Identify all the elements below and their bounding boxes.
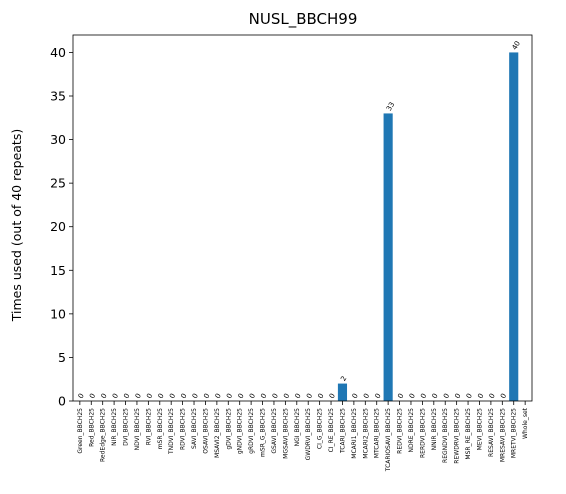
x-tick-label: NDRE_BBCH25: [408, 408, 415, 453]
x-tick-label: MRETVI_BBCH25: [511, 408, 518, 458]
x-tick-label: MTCARI_BBCH25: [374, 408, 381, 458]
data-label: 0: [145, 392, 154, 400]
x-tick-label: CI_RE_BBCH25: [328, 408, 335, 453]
data-label: 0: [442, 392, 451, 400]
y-tick-label: 10: [50, 306, 66, 321]
data-label: 2: [339, 375, 348, 383]
x-tick-label: RESAVI_BBCH25: [488, 408, 495, 457]
x-tick-label: Green_BBCH25: [77, 408, 84, 454]
data-label: 33: [385, 101, 396, 113]
x-tick-label: Whole_set: [522, 407, 529, 439]
data-label: 0: [77, 392, 86, 400]
data-label: 0: [362, 392, 371, 400]
x-tick-label: mSR_BBCH25: [157, 408, 164, 449]
x-tick-label: GSAVI_BBCH25: [271, 408, 278, 454]
y-axis-label: Times used (out of 40 repeats): [9, 129, 24, 322]
bar: [337, 383, 348, 401]
x-tick-label: SAVI_BBCH25: [191, 408, 198, 449]
x-tick-label: CI_G_BBCH25: [317, 408, 324, 449]
y-tick-label: 35: [50, 89, 66, 104]
y-tick-label: 0: [58, 394, 66, 409]
x-tick-label: RERDVI_BBCH25: [419, 408, 426, 458]
data-label: 0: [202, 392, 211, 400]
x-tick-label: DVI_BBCH25: [123, 408, 130, 446]
data-label: 0: [305, 392, 314, 400]
plot-frame: [72, 34, 533, 402]
x-tick-label: NNIR_BBCH25: [431, 408, 438, 451]
x-tick-label: MSR_RE_BBCH25: [465, 408, 472, 460]
data-label: 0: [431, 392, 440, 400]
data-label: 0: [351, 392, 360, 400]
data-label: 0: [259, 392, 268, 400]
x-tick-label: gDVI_BBCH25: [225, 408, 232, 450]
x-tick-label: RDVI_BBCH25: [180, 408, 187, 450]
data-label: 0: [168, 392, 177, 400]
data-label: 40: [511, 40, 522, 52]
data-label: 0: [488, 392, 497, 400]
data-label: 0: [316, 392, 325, 400]
y-tick-label: 20: [50, 219, 66, 234]
data-label: 0: [225, 392, 234, 400]
x-tick-label: mSR_G_BBCH25: [260, 408, 267, 457]
data-label: 0: [88, 392, 97, 400]
data-label: 0: [179, 392, 188, 400]
bar: [383, 113, 393, 402]
y-axis: 0 5 10 15 20 25 30 35 40: [50, 45, 73, 409]
data-label: 0: [134, 392, 143, 400]
x-tick-label: REDVI_BBCH25: [397, 408, 404, 454]
data-label: 0: [419, 392, 428, 400]
y-tick-label: 15: [50, 263, 66, 278]
x-tick-label: RVI_BBCH25: [145, 408, 152, 445]
data-label: 0: [237, 392, 246, 400]
data-label: 0: [396, 392, 405, 400]
y-tick-label: 40: [50, 45, 66, 60]
x-tick-label: MSAVI2_BBCH25: [214, 408, 221, 458]
x-axis: Green_BBCH25 Red_BBCH25 RedEdge_BBCH25 NIR_…: [77, 401, 529, 472]
x-tick-label: gNDVI_BBCH25: [237, 408, 244, 454]
chart-title: NUSL_BBCH99: [249, 10, 358, 29]
data-label: 0: [271, 392, 280, 400]
data-label: 0: [499, 392, 508, 400]
x-tick-label: OSAVI_BBCH25: [202, 408, 209, 454]
x-tick-label: MGSAVI_BBCH25: [282, 408, 289, 459]
data-label: 0: [408, 392, 417, 400]
x-tick-label: MCARI1_BBCH25: [351, 408, 358, 459]
x-tick-label: MEVI_BBCH25: [476, 408, 483, 450]
data-label: 0: [465, 392, 474, 400]
x-tick-label: MRESAVI_BBCH25: [499, 408, 506, 462]
bar: [509, 52, 519, 402]
y-tick-label: 5: [58, 350, 66, 365]
x-tick-label: RedEdge_BBCH25: [100, 408, 107, 462]
data-label: 0: [248, 392, 257, 400]
x-tick-label: NIR_BBCH25: [111, 408, 118, 446]
data-label: 0: [99, 392, 108, 400]
x-tick-label: TNDVI_BBCH25: [168, 408, 175, 455]
y-tick-label: 25: [50, 176, 66, 191]
x-tick-label: Red_BBCH25: [88, 408, 95, 447]
data-label: 0: [476, 392, 485, 400]
data-label: 0: [191, 392, 200, 400]
x-tick-label: TCARI_BBCH25: [339, 408, 346, 454]
data-label: 0: [157, 392, 166, 400]
x-tick-label: NDVI_BBCH25: [134, 408, 141, 451]
x-tick-label: TCARIOSAVI_BBCH25: [385, 408, 392, 472]
x-tick-label: REGNDVI_BBCH25: [442, 408, 449, 463]
data-label: 0: [328, 392, 337, 400]
x-tick-label: REWDRVI_BBCH25: [454, 408, 461, 464]
bars: [337, 52, 519, 402]
data-label: 0: [214, 392, 223, 400]
data-label: 0: [282, 392, 291, 400]
x-tick-label: MCARI2_BBCH25: [362, 408, 369, 459]
x-tick-label: gRDVI_BBCH25: [248, 408, 255, 454]
data-label: 0: [122, 392, 131, 400]
data-label: 0: [374, 392, 383, 400]
y-tick-label: 30: [50, 132, 66, 147]
data-label: 0: [453, 392, 462, 400]
data-label: 0: [294, 392, 303, 400]
x-tick-label: NGI_BBCH25: [294, 408, 301, 447]
data-label: 0: [111, 392, 120, 400]
x-tick-label: GWDRVI_BBCH25: [305, 408, 312, 461]
